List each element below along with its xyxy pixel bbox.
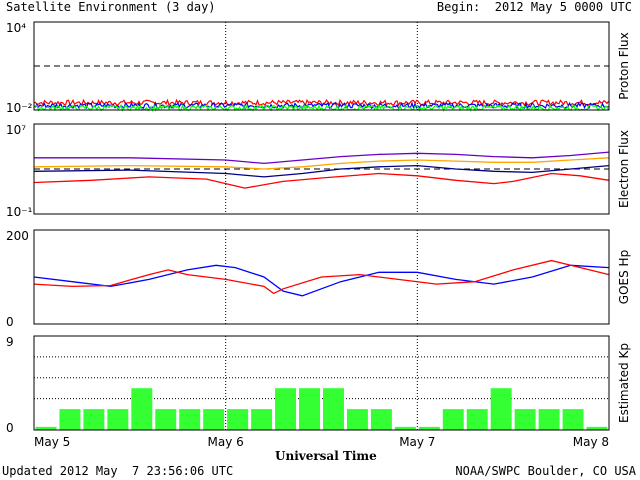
kp-bar [346,409,368,430]
series-orange [33,157,610,170]
kp-bar [562,409,584,430]
series-red [33,259,610,295]
y-tick-label: 9 [6,335,14,349]
kp-bar [179,409,201,430]
x-tick-label: May 7 [399,435,435,449]
series-navy [33,164,610,178]
kp-bar [155,409,177,430]
panel-ylabel: GOES Hp [617,250,631,304]
y-tick-label: 10⁷ [6,123,26,137]
begin-time: Begin: 2012 May 5 0000 UTC [436,0,632,14]
kp-bar [586,426,608,430]
x-tick-label: May 5 [34,435,70,449]
panel-frame [33,123,610,215]
panel-frame [33,21,610,111]
panel-ylabel: Estimated Kp [617,343,631,423]
kp-bar [514,409,536,430]
x-tick-label: May 6 [208,435,244,449]
series-purple [34,151,610,165]
x-tick-label: May 8 [573,435,609,449]
y-tick-label: 10⁻² [6,101,33,115]
y-tick-label: 10⁴ [6,21,26,35]
y-tick-label: 0 [6,315,14,329]
kp-bar [83,409,105,430]
panel-ylabel: Proton Flux [617,32,631,99]
kp-bar [323,388,344,430]
chart-title: Satellite Environment (3 day) [6,0,216,14]
kp-bar [251,409,273,430]
kp-bar [227,409,249,430]
kp-bar [538,409,560,430]
panel-frame [33,335,610,431]
kp-bar [466,409,488,430]
kp-bar [59,409,81,430]
kp-bar [394,426,416,430]
panel-ylabel: Electron Flux [617,130,631,208]
proton-series-blue [33,101,609,110]
series-blue [33,264,610,297]
kp-bar [442,409,464,430]
panel-frame [33,229,610,325]
kp-bar [299,388,320,430]
kp-bar [203,409,225,430]
x-axis-title: Universal Time [275,449,377,463]
kp-bar [418,426,440,430]
kp-bar [275,388,297,430]
updated-timestamp: Updated 2012 May 7 23:56:06 UTC [2,464,234,478]
kp-bar [107,409,129,430]
y-tick-label: 0 [6,421,14,435]
y-tick-label: 200 [6,229,29,243]
y-tick-label: 10⁻¹ [6,205,33,219]
kp-bar [131,388,153,430]
kp-bar [35,426,57,430]
credit-text: NOAA/SWPC Boulder, CO USA [455,464,636,478]
series-red [33,172,610,189]
kp-bar [370,409,392,430]
kp-bar [490,388,512,430]
